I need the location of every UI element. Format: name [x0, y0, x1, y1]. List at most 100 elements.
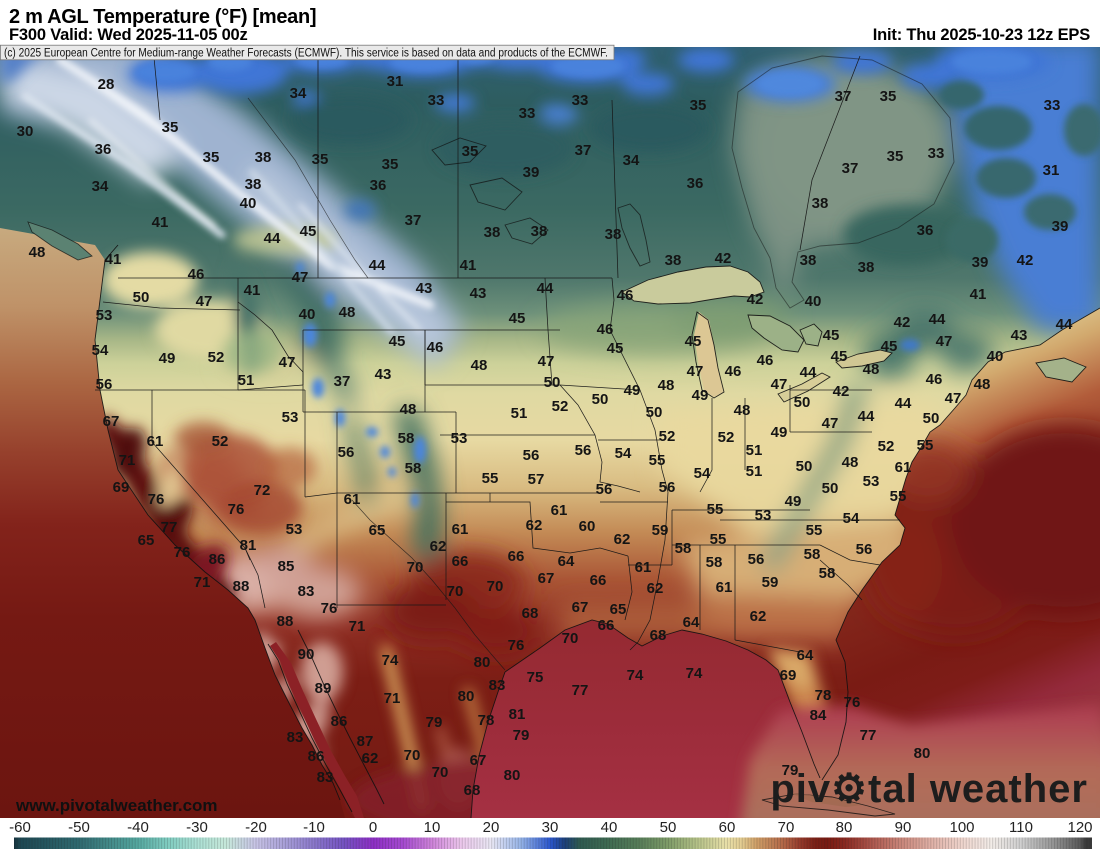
svg-text:55: 55 [917, 437, 934, 454]
svg-text:37: 37 [842, 160, 859, 177]
svg-text:52: 52 [208, 349, 225, 366]
svg-text:79: 79 [513, 727, 530, 744]
svg-text:74: 74 [627, 667, 644, 684]
svg-text:62: 62 [430, 538, 447, 555]
svg-text:37: 37 [405, 212, 422, 229]
svg-text:36: 36 [95, 141, 112, 158]
svg-text:67: 67 [470, 752, 487, 769]
svg-text:61: 61 [716, 579, 733, 596]
svg-text:56: 56 [523, 447, 540, 464]
svg-text:76: 76 [844, 694, 861, 711]
svg-text:35: 35 [462, 143, 479, 160]
svg-text:39: 39 [972, 254, 989, 271]
svg-text:47: 47 [945, 390, 962, 407]
svg-text:64: 64 [683, 614, 700, 631]
svg-text:80: 80 [458, 688, 475, 705]
svg-text:35: 35 [690, 97, 707, 114]
svg-text:78: 78 [815, 687, 832, 704]
svg-text:38: 38 [812, 195, 829, 212]
svg-text:45: 45 [607, 340, 624, 357]
svg-text:53: 53 [451, 430, 468, 447]
svg-text:45: 45 [685, 333, 702, 350]
svg-text:61: 61 [551, 502, 568, 519]
svg-text:85: 85 [278, 558, 295, 575]
svg-text:61: 61 [635, 559, 652, 576]
svg-text:86: 86 [331, 713, 348, 730]
svg-text:68: 68 [522, 605, 539, 622]
svg-text:60: 60 [579, 518, 596, 535]
svg-text:65: 65 [369, 522, 386, 539]
svg-text:90: 90 [298, 646, 315, 663]
svg-text:74: 74 [382, 652, 399, 669]
svg-text:37: 37 [334, 373, 351, 390]
svg-text:86: 86 [209, 551, 226, 568]
svg-text:42: 42 [1017, 252, 1034, 269]
svg-text:38: 38 [605, 226, 622, 243]
svg-text:44: 44 [1056, 316, 1073, 333]
svg-text:70: 70 [487, 578, 504, 595]
svg-text:55: 55 [649, 452, 666, 469]
svg-text:-50: -50 [68, 819, 90, 836]
svg-text:70: 70 [778, 819, 795, 836]
svg-text:-40: -40 [127, 819, 149, 836]
svg-text:47: 47 [687, 363, 704, 380]
svg-text:44: 44 [800, 364, 817, 381]
svg-text:45: 45 [509, 310, 526, 327]
svg-text:39: 39 [1052, 218, 1069, 235]
svg-text:33: 33 [428, 92, 445, 109]
svg-text:58: 58 [398, 430, 415, 447]
svg-text:52: 52 [552, 398, 569, 415]
svg-text:42: 42 [715, 250, 732, 267]
svg-text:piv⚙tal weather: piv⚙tal weather [770, 767, 1088, 811]
svg-text:54: 54 [92, 342, 109, 359]
svg-text:41: 41 [152, 214, 169, 231]
svg-text:46: 46 [427, 339, 444, 356]
svg-text:58: 58 [819, 565, 836, 582]
svg-text:79: 79 [782, 762, 799, 779]
svg-text:60: 60 [719, 819, 736, 836]
svg-text:-20: -20 [245, 819, 267, 836]
svg-text:100: 100 [949, 819, 974, 836]
svg-text:88: 88 [233, 578, 250, 595]
svg-text:47: 47 [538, 353, 555, 370]
svg-text:53: 53 [282, 409, 299, 426]
svg-text:45: 45 [300, 223, 317, 240]
svg-text:62: 62 [647, 580, 664, 597]
svg-text:(c) 2025 European Centre for M: (c) 2025 European Centre for Medium-rang… [4, 48, 608, 60]
svg-text:44: 44 [537, 280, 554, 297]
svg-text:10: 10 [424, 819, 441, 836]
svg-text:48: 48 [471, 357, 488, 374]
svg-text:90: 90 [895, 819, 912, 836]
svg-text:20: 20 [483, 819, 500, 836]
svg-text:34: 34 [290, 85, 307, 102]
svg-text:83: 83 [287, 729, 304, 746]
svg-text:47: 47 [771, 376, 788, 393]
svg-text:49: 49 [159, 350, 176, 367]
svg-text:54: 54 [843, 510, 860, 527]
svg-text:38: 38 [531, 223, 548, 240]
svg-text:0: 0 [369, 819, 377, 836]
svg-text:77: 77 [860, 727, 877, 744]
svg-text:40: 40 [601, 819, 618, 836]
svg-text:48: 48 [734, 402, 751, 419]
svg-text:48: 48 [863, 361, 880, 378]
svg-text:81: 81 [509, 706, 526, 723]
svg-text:66: 66 [590, 572, 607, 589]
svg-text:71: 71 [119, 452, 136, 469]
svg-text:47: 47 [196, 293, 213, 310]
svg-text:66: 66 [452, 553, 469, 570]
svg-text:50: 50 [822, 480, 839, 497]
svg-text:30: 30 [542, 819, 559, 836]
svg-text:59: 59 [652, 522, 669, 539]
svg-text:79: 79 [426, 714, 443, 731]
svg-text:45: 45 [389, 333, 406, 350]
svg-text:76: 76 [174, 544, 191, 561]
svg-text:77: 77 [572, 682, 589, 699]
svg-text:66: 66 [508, 548, 525, 565]
svg-text:44: 44 [264, 230, 281, 247]
svg-text:52: 52 [212, 433, 229, 450]
svg-text:48: 48 [29, 244, 46, 261]
svg-text:35: 35 [887, 148, 904, 165]
svg-text:58: 58 [804, 546, 821, 563]
svg-text:47: 47 [936, 333, 953, 350]
